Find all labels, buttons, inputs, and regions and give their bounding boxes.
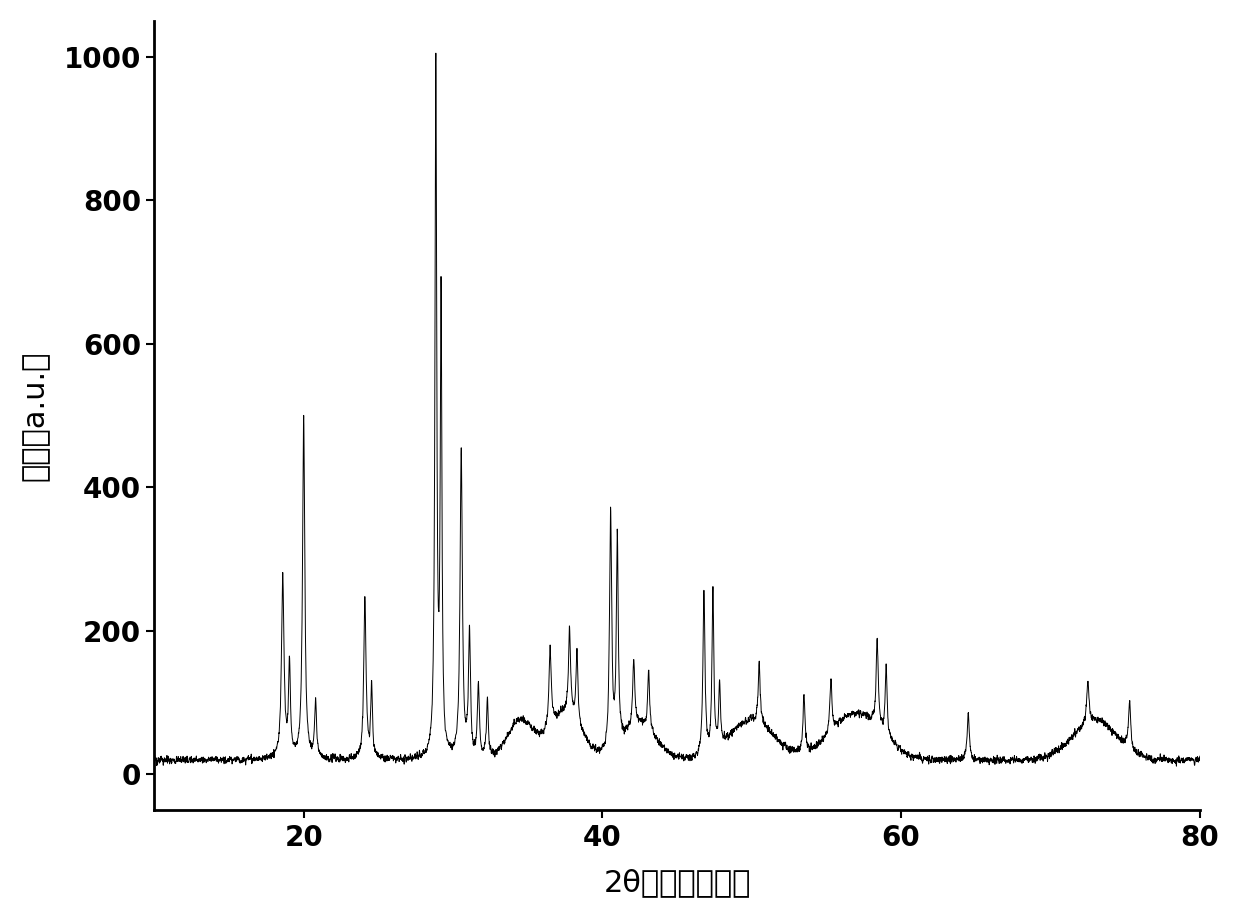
X-axis label: 2θ衍射角（度）: 2θ衍射角（度） — [604, 868, 750, 897]
Y-axis label: 强度（a.u.）: 强度（a.u.） — [21, 351, 50, 481]
